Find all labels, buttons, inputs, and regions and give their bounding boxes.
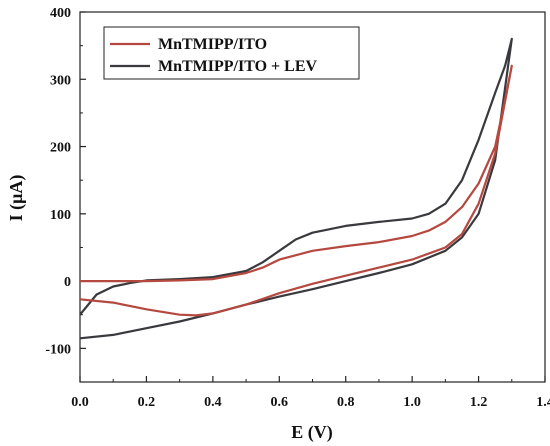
- x-axis-title: E (V): [291, 422, 333, 443]
- x-tick-label: 0.0: [71, 395, 89, 410]
- y-tick-label: 300: [50, 73, 71, 88]
- x-tick-label: 1.4: [536, 395, 550, 410]
- series-line-mntmipp-ito-lev: [79, 37, 513, 340]
- y-axis-ticks: -100 0 100 200 300 400: [45, 6, 86, 357]
- x-tick-label: 1.2: [470, 395, 488, 410]
- y-tick-label: 0: [64, 275, 71, 290]
- y-tick-label: -100: [45, 342, 71, 357]
- x-tick-label: 0.2: [138, 395, 156, 410]
- y-tick-label: 100: [50, 208, 71, 223]
- legend: MnTMIPP/ITO MnTMIPP/ITO + LEV: [103, 26, 360, 80]
- y-axis-title: I (μA): [6, 175, 27, 222]
- legend-box: [103, 26, 360, 80]
- x-tick-label: 0.8: [337, 395, 355, 410]
- legend-label-mntmipp-ito-lev: MnTMIPP/ITO + LEV: [158, 58, 318, 75]
- x-axis-ticks: 0.0 0.2 0.4 0.6 0.8 1.0 1.2 1.4: [71, 376, 550, 410]
- series-line-mntmipp-ito: [79, 64, 513, 317]
- series-layer: [79, 37, 513, 340]
- y-tick-label: 200: [50, 141, 71, 156]
- x-tick-label: 0.6: [271, 395, 289, 410]
- y-tick-label: 400: [50, 6, 71, 21]
- x-tick-label: 0.4: [204, 395, 222, 410]
- x-tick-label: 1.0: [403, 395, 421, 410]
- legend-label-mntmipp-ito: MnTMIPP/ITO: [158, 36, 267, 53]
